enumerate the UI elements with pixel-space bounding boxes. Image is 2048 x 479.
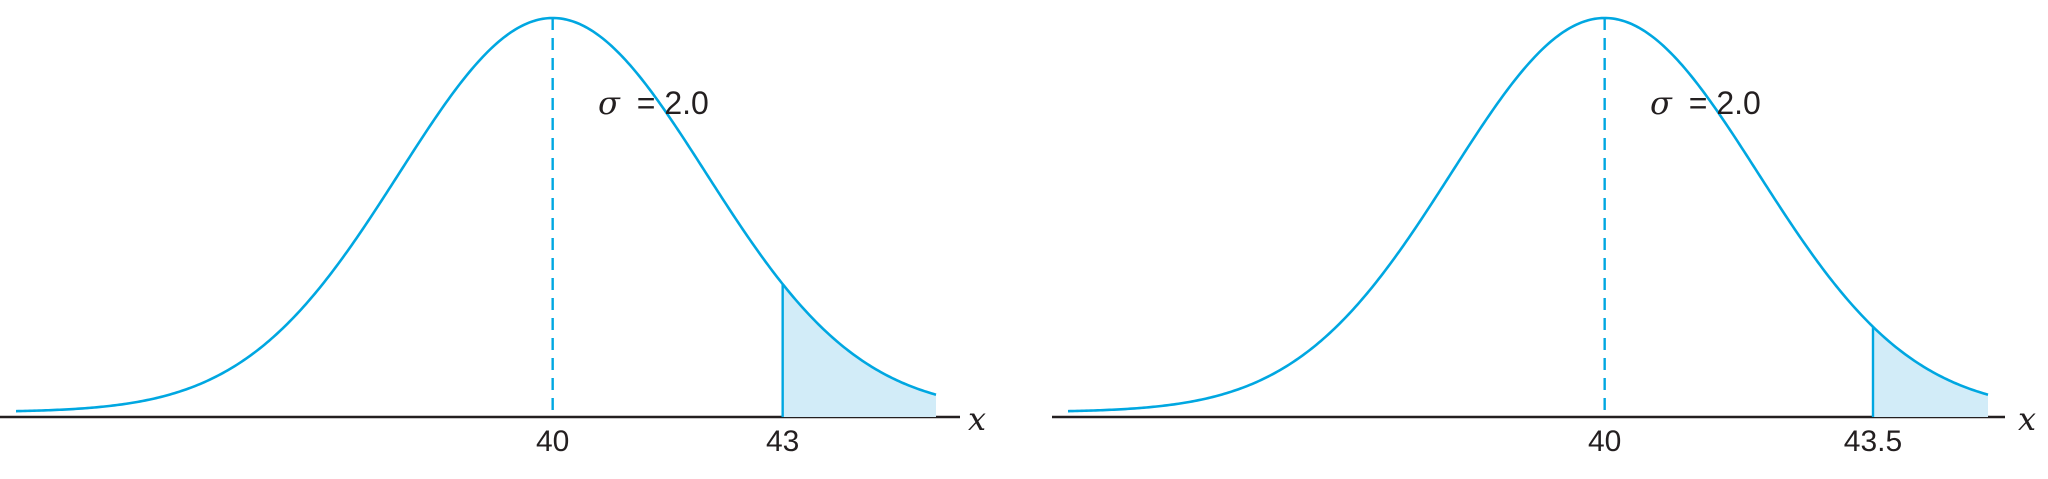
shaded-tail-area xyxy=(782,284,936,417)
normal-curve xyxy=(1067,16,1989,413)
tick-label-mean: 40 xyxy=(1588,425,1621,458)
sigma-symbol: σ xyxy=(598,84,621,122)
tick-label-cutoff: 43 xyxy=(766,425,799,458)
sigma-annotation: σ = 2.0 xyxy=(1650,84,1761,122)
chart-panel-left: 40 43 x σ = 2.0 xyxy=(0,16,986,458)
tick-label-mean: 40 xyxy=(536,425,569,458)
tick-label-cutoff: 43.5 xyxy=(1844,425,1902,458)
sigma-value: = 2.0 xyxy=(637,85,709,121)
sigma-value: = 2.0 xyxy=(1689,85,1761,121)
normal-curve xyxy=(15,16,937,413)
x-axis-label: x xyxy=(968,400,986,438)
sigma-annotation: σ = 2.0 xyxy=(598,84,709,122)
x-axis-label: x xyxy=(2018,400,2036,438)
sigma-symbol: σ xyxy=(1650,84,1673,122)
chart-panel-right: 40 43.5 x σ = 2.0 xyxy=(1052,16,2036,458)
